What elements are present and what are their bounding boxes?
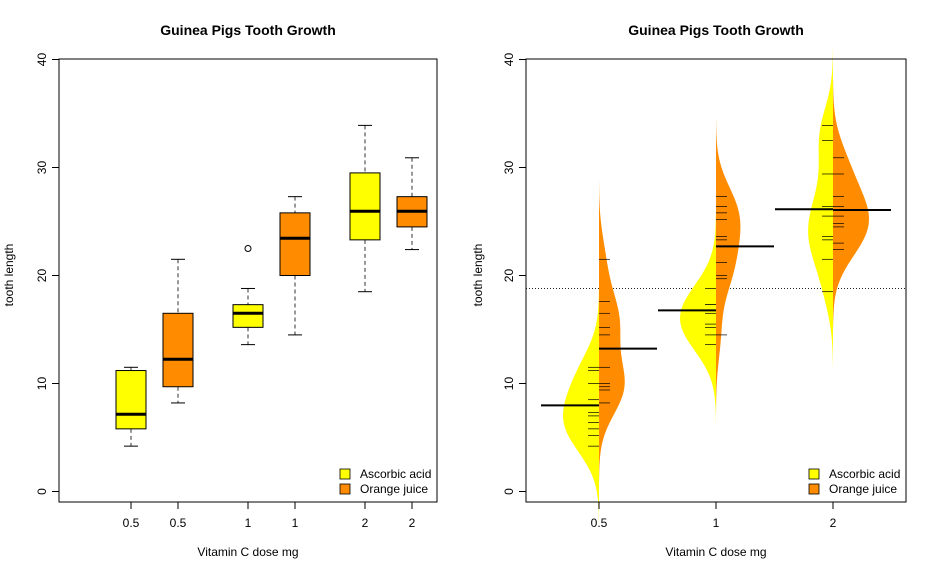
left-chart-title: Guinea Pigs Tooth Growth xyxy=(160,22,336,38)
right-legend: Ascorbic acid Orange juice xyxy=(808,467,900,496)
bean-group xyxy=(658,118,774,423)
box-group xyxy=(232,245,264,346)
box-body xyxy=(349,172,381,241)
left-plot-frame xyxy=(58,58,438,503)
right-x-axis-label: Vitamin C dose mg xyxy=(665,545,766,559)
box-body xyxy=(279,212,311,276)
bean-half-ascorbic xyxy=(562,289,599,524)
box-group xyxy=(162,258,194,404)
legend-swatch-orange xyxy=(808,483,820,495)
x-tick-label: 1 xyxy=(292,516,299,530)
left-y-axis: 0 10 20 30 40 xyxy=(35,53,60,495)
outlier-point xyxy=(244,245,252,252)
right-y-axis-label: tooth length xyxy=(471,244,485,307)
left-boxes xyxy=(115,124,428,447)
bean-group xyxy=(541,181,657,524)
y-tick-label: 20 xyxy=(502,269,516,283)
legend-label-ascorbic: Ascorbic acid xyxy=(360,467,431,481)
y-tick-label: 0 xyxy=(35,488,49,495)
bean-half-orange xyxy=(599,181,625,481)
x-tick-label: 2 xyxy=(409,516,416,530)
legend-label-ascorbic: Ascorbic acid xyxy=(829,467,900,481)
left-legend: Ascorbic acid Orange juice xyxy=(339,467,431,496)
bean-half-orange xyxy=(833,80,869,328)
y-tick-label: 20 xyxy=(35,269,49,283)
box-group xyxy=(115,366,147,447)
legend-swatch-ascorbic xyxy=(808,468,820,480)
right-panel: Guinea Pigs Tooth Growth Vitamin C dose … xyxy=(471,22,907,559)
right-x-axis: 0.5 1 2 xyxy=(591,501,837,530)
y-tick-label: 10 xyxy=(502,377,516,391)
box-group xyxy=(279,196,311,336)
y-tick-label: 40 xyxy=(35,53,49,67)
box-body xyxy=(232,304,264,328)
x-tick-label: 2 xyxy=(362,516,369,530)
y-tick-label: 30 xyxy=(35,161,49,175)
bean-group xyxy=(775,47,891,370)
left-x-axis-label: Vitamin C dose mg xyxy=(197,545,298,559)
x-tick-label: 0.5 xyxy=(170,516,187,530)
left-y-axis-label: tooth length xyxy=(2,244,16,307)
y-tick-label: 40 xyxy=(502,53,516,67)
box-group xyxy=(396,157,428,251)
legend-label-orange: Orange juice xyxy=(360,482,428,496)
x-tick-label: 1 xyxy=(245,516,252,530)
right-y-axis: 0 10 20 30 40 xyxy=(502,53,527,495)
x-tick-label: 2 xyxy=(830,516,837,530)
x-tick-label: 1 xyxy=(713,516,720,530)
x-tick-label: 0.5 xyxy=(591,516,608,530)
x-tick-label: 0.5 xyxy=(123,516,140,530)
bean-half-orange xyxy=(716,118,741,413)
right-chart-title: Guinea Pigs Tooth Growth xyxy=(628,22,804,38)
box-body xyxy=(115,370,147,430)
y-tick-label: 10 xyxy=(35,377,49,391)
y-tick-label: 0 xyxy=(502,488,516,495)
y-tick-label: 30 xyxy=(502,161,516,175)
box-group xyxy=(349,124,381,293)
box-body xyxy=(162,312,194,388)
right-beans xyxy=(526,47,906,524)
legend-swatch-orange xyxy=(339,483,351,495)
left-panel: Guinea Pigs Tooth Growth Vitamin C dose … xyxy=(2,22,438,559)
legend-swatch-ascorbic xyxy=(339,468,351,480)
bean-half-ascorbic xyxy=(680,210,716,423)
left-x-axis: 0.5 0.5 1 1 2 2 xyxy=(123,501,416,530)
legend-label-orange: Orange juice xyxy=(829,482,897,496)
